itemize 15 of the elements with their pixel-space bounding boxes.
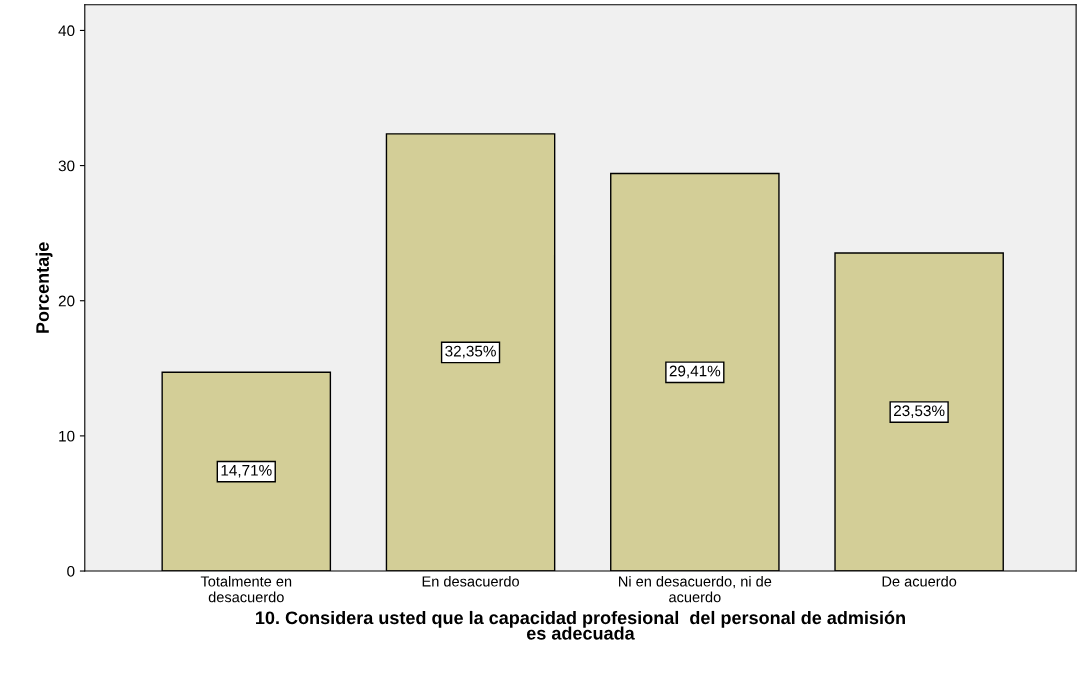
data-label: 29,41%: [669, 365, 721, 379]
y-axis-title: Porcentaje: [35, 242, 53, 333]
x-tick-label: Totalmente en desacuerdo: [200, 575, 292, 603]
y-tick-label: 20: [58, 295, 75, 307]
y-tick-label: 0: [67, 565, 75, 577]
data-label: 14,71%: [221, 464, 272, 478]
y-tick-label: 10: [59, 430, 75, 442]
data-label: 32,35%: [445, 345, 496, 359]
y-tick-label: 40: [58, 25, 75, 37]
x-tick-label: De acuerdo: [882, 575, 957, 587]
x-tick-label: En desacuerdo: [422, 575, 519, 587]
x-axis-title: 10. Considera usted que la capacidad profesional del personal de admisión es adecuada: [256, 610, 905, 640]
y-tick-label: 30: [58, 160, 75, 172]
data-label: 23,53%: [893, 405, 945, 418]
x-tick-label: Ni en desacuerdo, ni de acuerdo: [619, 575, 772, 603]
